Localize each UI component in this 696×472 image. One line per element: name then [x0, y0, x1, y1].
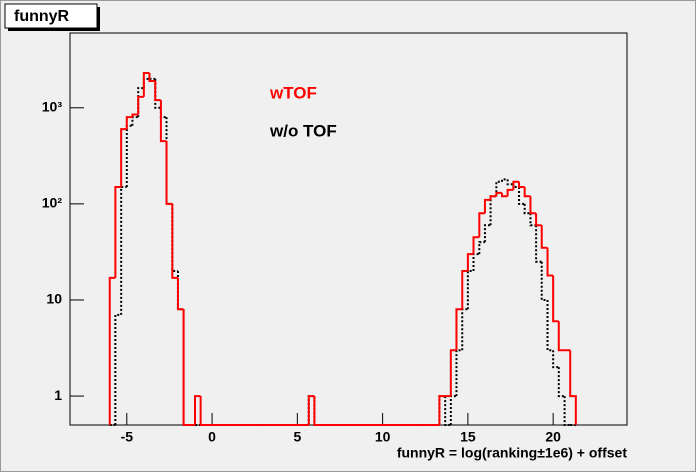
histogram-bin	[466, 253, 474, 272]
y-tick-label: 10³	[42, 98, 63, 114]
histogram-bin	[552, 350, 559, 369]
histogram-bin	[569, 350, 577, 425]
histogram-bin	[506, 179, 514, 186]
histogram-bin	[165, 141, 173, 205]
histogram-bin	[455, 308, 463, 351]
histogram-bin	[159, 100, 167, 143]
y-tick-label: 10²	[42, 195, 63, 211]
histogram-bin	[518, 186, 525, 205]
plot-frame	[69, 32, 628, 426]
histogram-bin	[449, 349, 457, 397]
histogram-bin	[495, 180, 502, 197]
x-tick-label: -5	[121, 429, 134, 445]
histogram-bin	[552, 275, 559, 323]
x-tick-label: 10	[375, 429, 391, 445]
histogram-bin	[154, 80, 161, 102]
x-tick-label: 0	[208, 429, 216, 445]
histogram-bin	[114, 313, 122, 425]
histogram-bin	[535, 213, 542, 227]
histogram-bin	[142, 72, 150, 97]
histogram-bin	[199, 396, 207, 426]
histogram-bin	[148, 73, 156, 82]
histogram-bin	[506, 188, 514, 197]
histogram-bin	[557, 321, 565, 352]
histogram-bin	[108, 276, 116, 425]
histogram-bin	[176, 277, 184, 311]
histogram-bin	[307, 395, 315, 425]
histogram-bin	[120, 128, 127, 187]
legend-label: wTOF	[269, 83, 317, 102]
histogram-bin	[472, 236, 480, 255]
histogram-bin	[489, 195, 497, 200]
title-box	[4, 3, 98, 29]
histogram-bin	[535, 225, 542, 263]
histogram-bin	[495, 191, 502, 197]
histogram-bin	[500, 178, 508, 182]
histogram-bin	[182, 309, 190, 426]
histogram-bin	[557, 367, 565, 398]
x-tick-label: 20	[545, 429, 561, 445]
histogram-bin	[444, 396, 451, 426]
histogram-bin	[483, 224, 491, 243]
histogram-bin	[523, 203, 531, 215]
histogram-bin	[563, 396, 571, 426]
histogram-bin	[171, 203, 178, 279]
histogram-bin	[478, 241, 485, 255]
histogram-bin	[540, 225, 548, 249]
histogram-bin	[313, 396, 321, 426]
x-tick-label: 5	[293, 429, 301, 445]
histogram-bin	[546, 299, 554, 352]
histogram-bin	[114, 185, 122, 278]
y-tick-label: 1	[54, 387, 62, 403]
histogram-bin	[500, 192, 508, 198]
histogram-bin	[518, 181, 525, 188]
histogram-bin	[478, 212, 485, 238]
histogram-bin	[540, 261, 548, 301]
histogram-bin	[131, 113, 139, 118]
histogram-bin	[523, 186, 531, 198]
histogram-bin	[125, 116, 133, 130]
legend-label: w/o TOF	[269, 121, 337, 140]
histogram-bin	[466, 270, 474, 310]
histogram-bin	[461, 270, 468, 310]
histogram-bin	[137, 95, 144, 115]
histogram-bin	[483, 198, 491, 214]
histogram-bin	[546, 247, 554, 277]
histogram-bin	[194, 395, 201, 425]
chart-title: funnyR	[14, 8, 70, 25]
x-axis-label: funnyR = log(ranking±1e6) + offset	[397, 445, 627, 461]
histogram-bin	[529, 213, 537, 227]
histogram-bin	[512, 180, 520, 190]
histogram-bin	[461, 308, 468, 351]
x-tick-label: 15	[460, 429, 476, 445]
y-tick-label: 10	[46, 291, 62, 307]
histogram-bin	[529, 196, 537, 215]
histogram-bin	[438, 395, 446, 425]
